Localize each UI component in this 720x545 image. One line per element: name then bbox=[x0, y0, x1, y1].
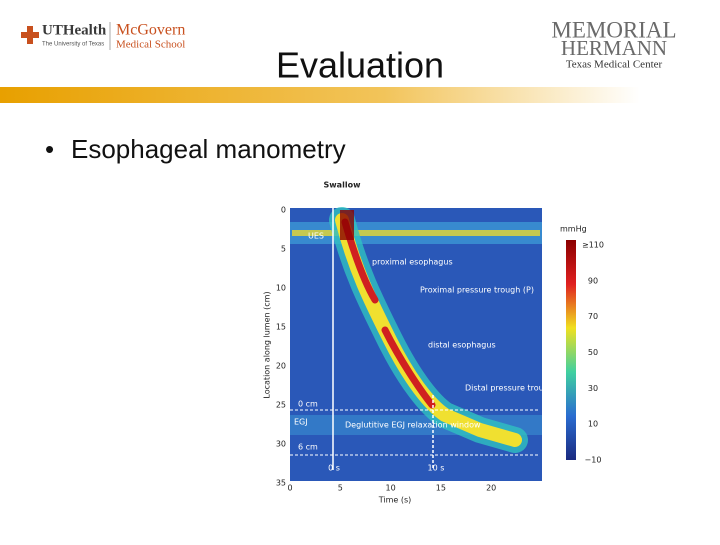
manometry-figure: Swallow UES proximal esophagus Proximal … bbox=[263, 181, 587, 505]
right-logo: MEMORIAL HERMANN Texas Medical Center bbox=[551, 17, 676, 70]
colorbar-tick-label: 10 bbox=[588, 420, 598, 429]
figure-label: 0 cm bbox=[298, 400, 318, 409]
y-tick-label: 5 bbox=[281, 245, 286, 254]
figure-label: Swallow bbox=[324, 181, 362, 190]
colorbar-unit: mmHg bbox=[560, 225, 587, 234]
logo-text: MEMORIAL bbox=[551, 17, 676, 42]
figure-label: EGJ bbox=[294, 418, 308, 427]
x-tick-label: 0 bbox=[287, 484, 292, 493]
logo-text: HERMANN bbox=[561, 36, 667, 60]
figure-annotation: Deglutitive EGJ relaxation window bbox=[345, 421, 481, 430]
bullet-marker: • bbox=[45, 134, 54, 164]
x-tick-label: 10 bbox=[386, 484, 396, 493]
figure-annotation: proximal esophagus bbox=[372, 258, 453, 267]
logo-text: The University of Texas bbox=[42, 42, 104, 48]
colorbar-tick-label: 70 bbox=[588, 312, 598, 321]
y-tick-label: 10 bbox=[276, 284, 286, 293]
figure-annotation: Proximal pressure trough (P) bbox=[420, 286, 534, 295]
logo-text: Texas Medical Center bbox=[566, 59, 663, 71]
colorbar-tick-label: −10 bbox=[585, 456, 602, 465]
slide-title: Evaluation bbox=[276, 45, 444, 86]
figure-annotation: distal esophagus bbox=[428, 341, 496, 350]
x-tick-label: 20 bbox=[486, 484, 496, 493]
left-logo: UTHealth The University of Texas McGover… bbox=[21, 22, 185, 51]
x-tick-label: 5 bbox=[338, 484, 343, 493]
colorbar bbox=[566, 240, 576, 460]
title-bar bbox=[0, 87, 640, 103]
colorbar-tick-label: 50 bbox=[588, 348, 598, 357]
y-tick-label: 25 bbox=[276, 401, 286, 410]
y-tick-label: 15 bbox=[276, 323, 286, 332]
y-tick-label: 0 bbox=[281, 206, 286, 215]
logo-text: UTHealth bbox=[42, 22, 107, 38]
y-tick-label: 30 bbox=[276, 440, 286, 449]
y-tick-label: 35 bbox=[276, 479, 286, 488]
colorbar-tick-label: ≥110 bbox=[582, 241, 604, 250]
y-axis-label: Location along lumen (cm) bbox=[263, 291, 272, 398]
logo-text: McGovern bbox=[116, 22, 185, 39]
colorbar-tick-label: 30 bbox=[588, 384, 598, 393]
y-tick-label: 20 bbox=[276, 362, 286, 371]
figure-label: 10 s bbox=[428, 464, 445, 473]
figure-label: UES bbox=[308, 232, 324, 241]
figure-label: 6 cm bbox=[298, 443, 318, 452]
bullet: Esophageal manometry bbox=[71, 134, 346, 164]
figure-annotation: Distal pressure trough (D) bbox=[465, 384, 569, 393]
colorbar-tick-label: 90 bbox=[588, 276, 598, 285]
x-axis-label: Time (s) bbox=[378, 496, 412, 505]
x-tick-label: 15 bbox=[436, 484, 446, 493]
logo-text: Medical School bbox=[116, 39, 185, 51]
figure-label: 0 s bbox=[328, 464, 340, 473]
